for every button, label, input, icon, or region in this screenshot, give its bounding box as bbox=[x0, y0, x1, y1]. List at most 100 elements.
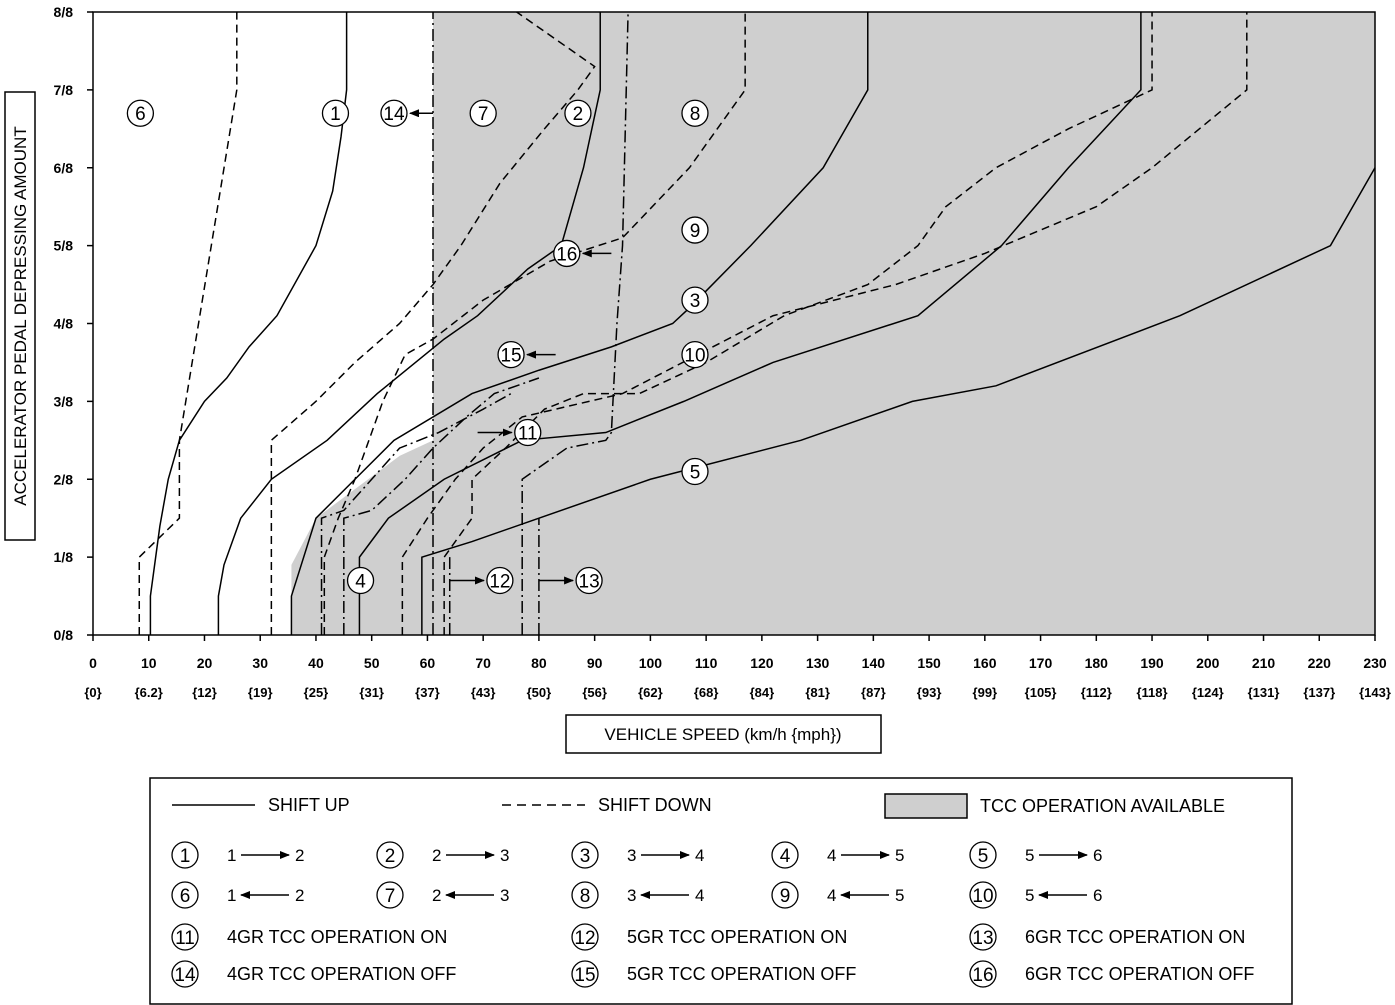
callout-number: 5 bbox=[690, 462, 701, 483]
x-tick-label-mph: {50} bbox=[527, 685, 552, 700]
series-line-13 bbox=[521, 11, 629, 635]
legend-gear-to: 6 bbox=[1093, 846, 1102, 865]
legend-gear-from: 2 bbox=[432, 886, 441, 905]
legend-tcc-text: 4GR TCC OPERATION OFF bbox=[227, 964, 456, 984]
x-tick-label-mph: {6.2} bbox=[135, 685, 163, 700]
x-tick-label: 170 bbox=[1029, 655, 1053, 671]
x-tick-label-mph: {19} bbox=[248, 685, 273, 700]
x-tick-label: 90 bbox=[587, 655, 603, 671]
x-tick-label: 220 bbox=[1308, 655, 1332, 671]
x-tick-label-mph: {112} bbox=[1081, 685, 1112, 700]
x-tick-label-mph: {62} bbox=[638, 685, 663, 700]
x-tick-label: 80 bbox=[531, 655, 547, 671]
legend-gear-from: 4 bbox=[827, 846, 836, 865]
callout-9: 9 bbox=[681, 216, 709, 244]
callout-circle bbox=[321, 99, 350, 127]
x-tick-label-mph: {56} bbox=[582, 685, 607, 700]
callout-number: 15 bbox=[500, 346, 521, 367]
legend-tcc-text: 5GR TCC OPERATION ON bbox=[627, 927, 847, 947]
legend-gear-from: 5 bbox=[1025, 846, 1034, 865]
legend-circle-number: 12 bbox=[574, 928, 595, 949]
legend-circle-number: 3 bbox=[580, 846, 591, 867]
callout-13: 13 bbox=[538, 566, 603, 595]
callout-number: 11 bbox=[518, 424, 538, 445]
legend-item-8: 8 3 4 bbox=[571, 881, 704, 909]
x-tick-label: 60 bbox=[420, 655, 436, 671]
x-tick-label: 230 bbox=[1363, 655, 1387, 671]
series-line-1 bbox=[149, 12, 348, 635]
callout-3: 3 bbox=[681, 286, 709, 314]
callout-circle bbox=[553, 239, 581, 268]
series-line-4 bbox=[358, 12, 1142, 635]
legend-circle bbox=[171, 923, 199, 951]
legend-circle-number: 11 bbox=[175, 928, 195, 949]
x-tick-label-mph: {124} bbox=[1192, 685, 1224, 700]
callout-number: 12 bbox=[489, 571, 510, 592]
callout-11: 11 bbox=[477, 418, 542, 447]
legend-circle bbox=[571, 960, 599, 988]
x-tick-label-mph: {31} bbox=[359, 685, 384, 700]
callout-14: 14 bbox=[380, 99, 434, 127]
x-axis-label: VEHICLE SPEED (km/h {mph}) bbox=[604, 725, 841, 744]
x-tick-label: 210 bbox=[1252, 655, 1276, 671]
legend-item-10: 10 5 6 bbox=[969, 881, 1102, 909]
legend-gear-to: 4 bbox=[695, 846, 704, 865]
y-tick-label: 3/8 bbox=[54, 393, 74, 409]
legend-shift-up-label: SHIFT UP bbox=[268, 795, 350, 815]
callout-6: 6 bbox=[126, 99, 155, 127]
legend-gear-to: 2 bbox=[295, 886, 304, 905]
y-tick-label: 1/8 bbox=[54, 549, 74, 565]
x-tick-label: 10 bbox=[141, 655, 157, 671]
x-tick-label-mph: {37} bbox=[415, 685, 440, 700]
x-tick-label-mph: {118} bbox=[1136, 685, 1167, 700]
callout-number: 9 bbox=[690, 221, 701, 242]
callouts: 6 1 14 7 2 8 9 16 3 15 10 11 5 4 12 13 bbox=[126, 99, 709, 595]
y-tick-label: 5/8 bbox=[54, 238, 74, 254]
legend-gear-from: 1 bbox=[227, 846, 236, 865]
series-line-6 bbox=[138, 12, 238, 635]
callout-7: 7 bbox=[469, 99, 497, 127]
legend-gear-from: 1 bbox=[227, 886, 236, 905]
y-tick-label: 2/8 bbox=[54, 471, 74, 487]
x-tick-label-mph: {84} bbox=[750, 685, 775, 700]
legend-gear-from: 2 bbox=[432, 846, 441, 865]
callout-number: 1 bbox=[330, 104, 341, 125]
legend-item-16: 16 6GR TCC OPERATION OFF bbox=[969, 960, 1254, 988]
callout-circle bbox=[346, 566, 375, 595]
x-tick-label: 20 bbox=[197, 655, 213, 671]
callout-circle bbox=[126, 99, 155, 127]
callout-number: 7 bbox=[478, 104, 489, 125]
legend-item-4: 4 4 5 bbox=[771, 841, 904, 869]
x-tick-label-mph: {0} bbox=[84, 685, 101, 700]
legend-circle bbox=[571, 923, 599, 951]
legend-gear-from: 3 bbox=[627, 886, 636, 905]
legend-item-9: 9 4 5 bbox=[771, 881, 904, 909]
series-line-3 bbox=[290, 12, 869, 635]
x-tick-label-mph: {93} bbox=[917, 685, 942, 700]
y-tick-label: 8/8 bbox=[54, 4, 74, 20]
callout-circle bbox=[681, 340, 709, 369]
legend-circle-number: 14 bbox=[174, 965, 196, 986]
series-line-2 bbox=[217, 12, 601, 635]
legend-item-7: 7 2 3 bbox=[376, 881, 509, 909]
legend-shift-down-label: SHIFT DOWN bbox=[598, 795, 712, 815]
x-tick-label: 130 bbox=[806, 655, 830, 671]
y-axis-title-box bbox=[4, 91, 36, 541]
legend-item-3: 3 3 4 bbox=[571, 841, 704, 869]
legend-circle-number: 7 bbox=[385, 886, 396, 907]
legend-circle-number: 16 bbox=[972, 965, 993, 986]
x-axis-title-box bbox=[565, 714, 882, 754]
legend-item-13: 13 6GR TCC OPERATION ON bbox=[969, 923, 1245, 951]
x-tick-label-mph: {43} bbox=[471, 685, 496, 700]
legend-tcc-text: 6GR TCC OPERATION ON bbox=[1025, 927, 1245, 947]
legend-circle-number: 6 bbox=[180, 886, 191, 907]
legend-rows: 1 1 2 2 2 3 3 3 4 4 4 5 5 5 66 1 2 7 2 3 8 3 4 9 4 5 10 5 611 4GR TCC… bbox=[171, 841, 1254, 988]
x-tick-label: 180 bbox=[1085, 655, 1109, 671]
callout-2: 2 bbox=[564, 99, 592, 127]
x-tick-label-mph: {81} bbox=[805, 685, 830, 700]
callout-circle bbox=[469, 99, 497, 127]
x-tick-label-mph: {131} bbox=[1248, 685, 1280, 700]
legend-circle bbox=[969, 960, 997, 988]
y-tick-label: 7/8 bbox=[54, 82, 74, 98]
x-tick-label: 50 bbox=[364, 655, 380, 671]
